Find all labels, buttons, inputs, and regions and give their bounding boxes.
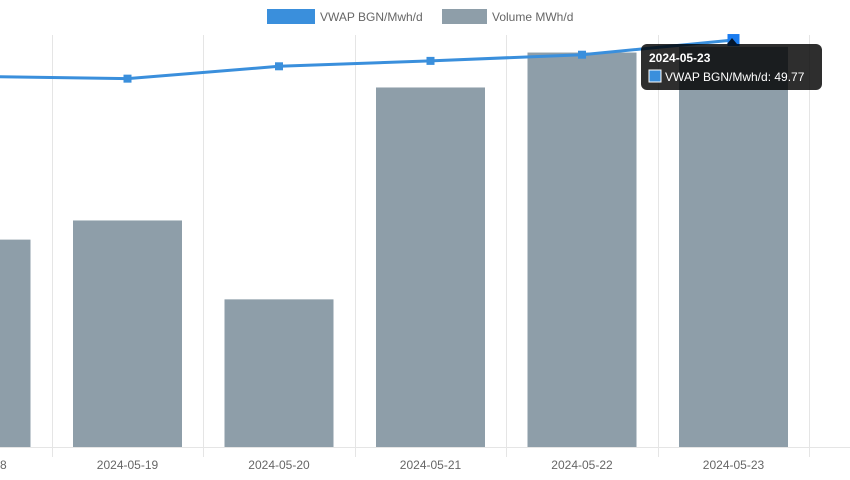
volume-bar[interactable] [376,87,485,447]
x-tick-label: 2024-05-21 [400,458,462,472]
legend-swatch-vwap [267,9,315,24]
legend-swatch-volume [442,9,487,24]
x-axis: 2024-05-18 2024-05-19 2024-05-20 2024-05-21… [0,458,765,472]
tooltip: 2024-05-23 VWAP BGN/Mwh/d: 49.77 [641,38,822,90]
legend-label-vwap: VWAP BGN/Mwh/d [320,10,423,24]
vwap-line [0,34,740,83]
tooltip-body: VWAP BGN/Mwh/d: 49.77 [665,70,805,84]
volume-bar[interactable] [0,239,31,447]
legend-item-volume[interactable]: Volume MWh/d [442,9,573,24]
tooltip-caret [727,38,737,44]
volume-bar[interactable] [73,220,182,447]
grid [0,35,850,457]
x-tick-label: 2024-05-23 [703,458,765,472]
legend-label-volume: Volume MWh/d [492,10,573,24]
legend: VWAP BGN/Mwh/d Volume MWh/d [267,9,573,24]
legend-item-vwap[interactable]: VWAP BGN/Mwh/d [267,9,423,24]
tooltip-title: 2024-05-23 [649,51,711,65]
vwap-point[interactable] [426,56,435,65]
volume-bars [0,46,788,448]
tooltip-swatch [648,69,662,83]
vwap-point[interactable] [578,50,586,59]
x-tick-label: 2024-05-18 [0,458,7,472]
x-tick-label: 2024-05-19 [97,458,159,472]
volume-bar[interactable] [527,52,637,448]
volume-bar[interactable] [679,46,788,448]
x-tick-label: 2024-05-22 [551,458,613,472]
volume-bar[interactable] [224,299,334,447]
tooltip-box [641,44,822,90]
vwap-line-path [0,38,734,81]
x-tick-label: 2024-05-20 [248,458,310,472]
vwap-point[interactable] [275,62,283,71]
vwap-point[interactable] [123,74,132,83]
